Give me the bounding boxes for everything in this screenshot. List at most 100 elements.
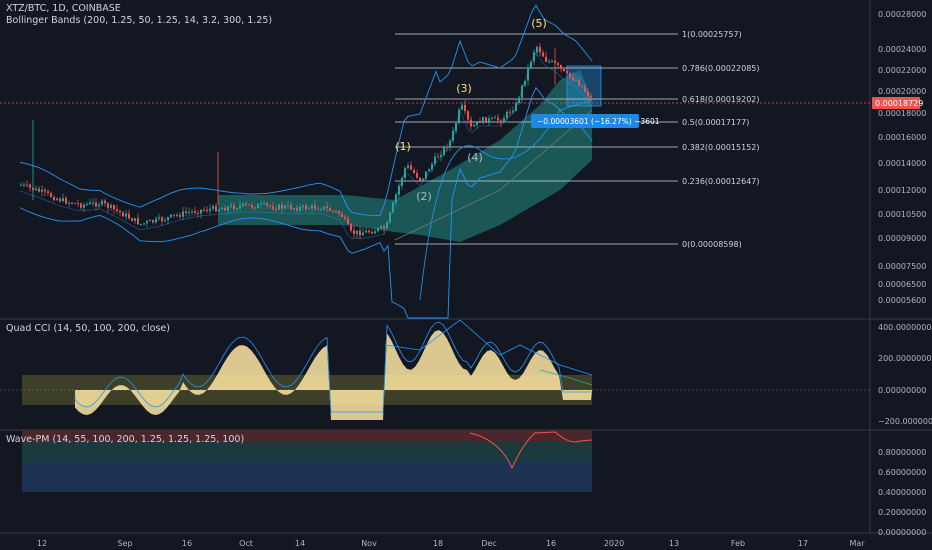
candle-body bbox=[107, 203, 109, 208]
candle-body bbox=[512, 110, 514, 113]
candle-body bbox=[548, 61, 550, 63]
candle-body bbox=[308, 208, 310, 210]
candle-body bbox=[545, 56, 547, 62]
candle-body bbox=[290, 205, 292, 210]
candle-body bbox=[569, 73, 571, 78]
time-label: 18 bbox=[433, 539, 443, 548]
bollinger-legend[interactable]: Bollinger Bands (200, 1.25, 50, 1.25, 14… bbox=[6, 15, 273, 26]
candle-body bbox=[218, 209, 220, 212]
candle-body bbox=[395, 194, 397, 203]
candle-body bbox=[272, 206, 274, 209]
candle-body bbox=[188, 212, 190, 214]
candle-body bbox=[206, 210, 208, 212]
candle-body bbox=[347, 218, 349, 225]
candle-body bbox=[377, 228, 379, 232]
candle-body bbox=[575, 80, 577, 82]
candle-body bbox=[131, 218, 133, 222]
time-label: 14 bbox=[295, 539, 305, 548]
candle-body bbox=[338, 211, 340, 214]
candle-body bbox=[392, 202, 394, 213]
time-label: 17 bbox=[798, 539, 808, 548]
candle-body bbox=[584, 87, 586, 92]
candle-body bbox=[434, 156, 436, 164]
wave-pm-line bbox=[469, 431, 593, 470]
candle-body bbox=[503, 117, 505, 123]
candle-body bbox=[413, 169, 415, 173]
candle-body bbox=[38, 188, 40, 192]
candle-body bbox=[104, 200, 106, 204]
candle-body bbox=[521, 85, 523, 98]
cci-tick: 0.00000000 bbox=[878, 386, 926, 395]
candle-body bbox=[215, 206, 217, 212]
candle-body bbox=[380, 226, 382, 229]
candle-body bbox=[383, 226, 385, 229]
upper-band bbox=[19, 4, 593, 216]
candle-body bbox=[524, 80, 526, 86]
candle-body bbox=[92, 202, 94, 204]
current-price-badge bbox=[872, 97, 920, 109]
candle-body bbox=[122, 212, 124, 217]
candle-body bbox=[497, 117, 499, 121]
candle-body bbox=[425, 171, 427, 179]
cci-line-teal bbox=[539, 369, 593, 386]
candle-body bbox=[530, 61, 532, 68]
symbol-title: XTZ/BTC, 1D, COINBASE bbox=[6, 3, 121, 14]
candle-body bbox=[431, 163, 433, 170]
candle-body bbox=[560, 65, 562, 70]
candle-body bbox=[170, 214, 172, 218]
candle-body bbox=[176, 214, 178, 216]
candle-body bbox=[461, 104, 463, 110]
candle-body bbox=[152, 220, 154, 223]
cci-tick: −200.00000000 bbox=[878, 417, 932, 426]
candle-body bbox=[125, 213, 127, 217]
candle-body bbox=[149, 220, 151, 222]
candle-body bbox=[353, 230, 355, 234]
candle-body bbox=[476, 121, 478, 125]
middle-band bbox=[19, 51, 593, 240]
candle-body bbox=[362, 232, 364, 236]
candle-body bbox=[161, 217, 163, 222]
candle-body bbox=[248, 204, 250, 206]
candle-body bbox=[371, 232, 373, 234]
candle-body bbox=[563, 69, 565, 72]
candle-body bbox=[284, 205, 286, 209]
candle-body bbox=[320, 209, 322, 211]
candle-body bbox=[167, 217, 169, 221]
candle-body bbox=[557, 62, 559, 66]
candle-body bbox=[53, 197, 55, 201]
candle-body bbox=[449, 140, 451, 148]
fib-label: 0(0.00008598) bbox=[682, 240, 742, 249]
lower-band bbox=[19, 86, 593, 319]
candle-body bbox=[26, 184, 28, 186]
candle-body bbox=[236, 208, 238, 210]
candle-body bbox=[119, 210, 121, 213]
candle-body bbox=[428, 169, 430, 172]
candle-body bbox=[230, 205, 232, 207]
time-label: 12 bbox=[37, 539, 47, 548]
candle-body bbox=[56, 198, 58, 201]
candle-body bbox=[455, 123, 457, 132]
wave-pm-legend[interactable]: Wave-PM (14, 55, 100, 200, 1.25, 1.25, 1… bbox=[6, 434, 245, 445]
cci-legend[interactable]: Quad CCI (14, 50, 100, 200, close) bbox=[6, 323, 170, 334]
cci-line-slow bbox=[384, 319, 593, 376]
candle-body bbox=[437, 156, 439, 158]
candle-body bbox=[485, 117, 487, 123]
candle-body bbox=[566, 71, 568, 74]
wave-pm-zone-low bbox=[22, 462, 592, 492]
candle-body bbox=[257, 204, 259, 209]
candle-body bbox=[458, 109, 460, 124]
candle-body bbox=[77, 203, 79, 205]
candle-body bbox=[200, 209, 202, 214]
candle-body bbox=[329, 208, 331, 211]
candle-body bbox=[350, 224, 352, 231]
candle-body bbox=[71, 202, 73, 204]
candle-body bbox=[482, 117, 484, 124]
candle-body bbox=[587, 91, 589, 97]
candle-body bbox=[263, 203, 265, 205]
candle-body bbox=[293, 208, 295, 210]
fib-label: 0.618(0.00019202) bbox=[682, 95, 760, 104]
fib-label: 0.236(0.00012647) bbox=[682, 177, 760, 186]
candle-body bbox=[41, 189, 43, 192]
candle-body bbox=[302, 205, 304, 207]
